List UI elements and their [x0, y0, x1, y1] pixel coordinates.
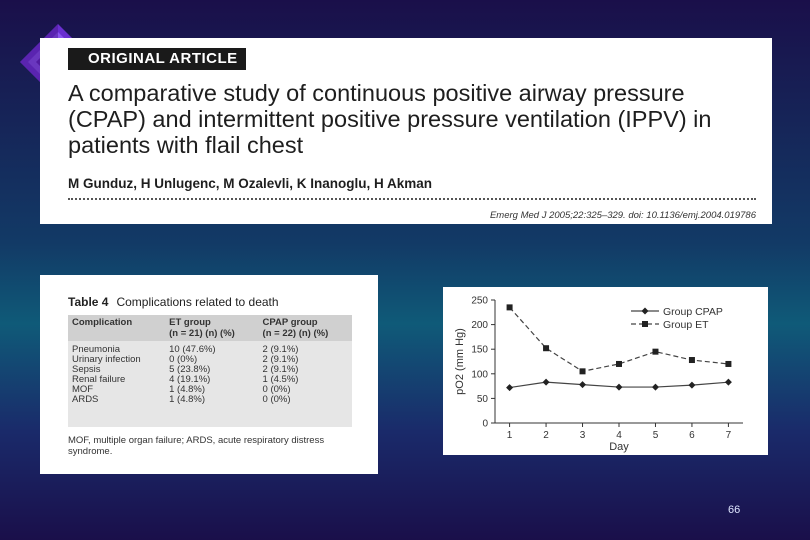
data-point [688, 357, 695, 364]
article-authors: M Gunduz, H Unlugenc, M Ozalevli, K Inan… [68, 176, 433, 191]
dotted-divider [68, 198, 756, 200]
table-number: Table 4 [68, 295, 109, 309]
x-tick-label: 2 [543, 430, 549, 441]
x-axis-label: Day [609, 441, 629, 453]
y-axis-label: pO2 (mm Hg) [454, 328, 466, 395]
legend-marker [641, 307, 649, 315]
table-row: Pneumonia 10 (47.6%) 2 (9.1%) [72, 344, 299, 355]
y-tick-label: 100 [471, 369, 488, 380]
table-row: MOF 1 (4.8%) 0 (0%) [72, 384, 291, 395]
table-row: Sepsis 5 (23.8%) 2 (9.1%) [72, 364, 299, 375]
legend-label: Group CPAP [663, 306, 723, 318]
legend-marker [642, 321, 648, 327]
x-tick-label: 3 [580, 430, 586, 441]
article-header-panel: ORIGINAL ARTICLE A comparative study of … [40, 38, 772, 224]
data-point [724, 378, 732, 386]
article-type-label: ORIGINAL ARTICLE [68, 48, 246, 70]
table-title: Complications related to death [116, 295, 279, 309]
data-point [506, 384, 514, 392]
y-tick-label: 150 [471, 345, 488, 356]
data-point [579, 368, 586, 375]
page-number: 66 [728, 504, 741, 516]
data-point [651, 383, 659, 391]
table-row: Renal failure 4 (19.1%) 1 (4.5%) [72, 374, 299, 385]
data-point [725, 360, 732, 367]
x-tick-label: 6 [689, 430, 695, 441]
x-tick-label: 5 [653, 430, 659, 441]
data-point [579, 381, 587, 389]
y-tick-label: 200 [471, 320, 488, 331]
po2-line-chart: 0 50 100 150 200 250 1 2 3 4 5 6 7 Day pO2 (mm Hg) Grou… [454, 296, 743, 453]
po2-chart-panel: 0 50 100 150 200 250 1 2 3 4 5 6 7 Day pO2 (mm Hg) Grou… [443, 287, 768, 455]
col-complication: Complication [68, 315, 166, 341]
data-point [688, 381, 696, 389]
table-footnote: MOF, multiple organ failure; ARDS, acute… [68, 435, 325, 457]
col-cpap: CPAP group (n = 22) (n) (%) [258, 315, 352, 341]
article-title: A comparative study of continuous positi… [68, 80, 712, 158]
data-point [615, 383, 623, 391]
x-tick-label: 1 [507, 430, 513, 441]
data-point [616, 360, 622, 367]
y-tick-label: 250 [471, 296, 488, 307]
data-point [542, 378, 550, 386]
table-row: Urinary infection 0 (0%) 2 (9.1%) [72, 354, 299, 365]
article-citation: Emerg Med J 2005;22:325–329. doi: 10.113… [489, 210, 756, 221]
x-tick-label: 7 [726, 430, 732, 441]
data-point [506, 304, 513, 311]
data-point [543, 345, 550, 352]
legend-label: Group ET [663, 319, 709, 331]
data-point [652, 348, 659, 355]
table-row: ARDS 1 (4.8%) 0 (0%) [72, 394, 291, 405]
table-box: Complication ET group (n = 21) (n) (%) CP… [68, 315, 352, 427]
y-tick-label: 50 [477, 394, 489, 405]
complications-table-panel: Table 4 Complications related to death Co… [40, 275, 378, 474]
complications-table: Complication ET group (n = 21) (n) (%) CP… [68, 315, 352, 405]
col-et: ET group (n = 21) (n) (%) [165, 315, 259, 341]
table-caption: Table 4 Complications related to death [68, 295, 279, 309]
x-tick-label: 4 [616, 430, 622, 441]
y-tick-label: 0 [482, 419, 488, 430]
